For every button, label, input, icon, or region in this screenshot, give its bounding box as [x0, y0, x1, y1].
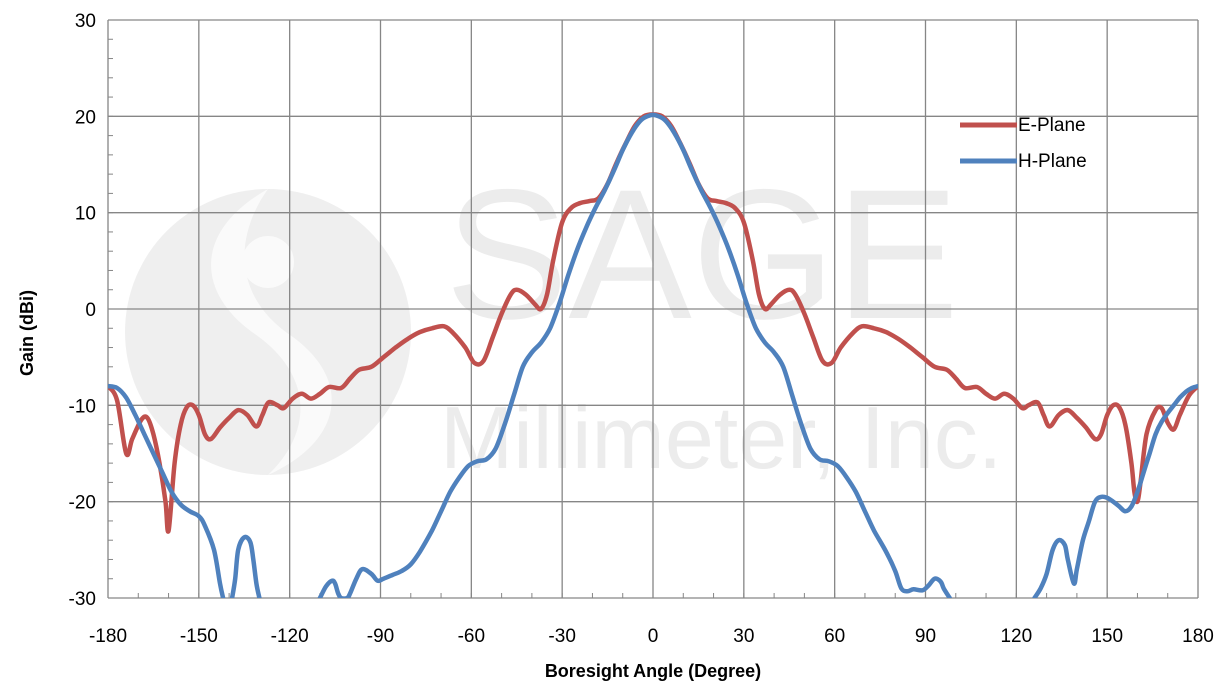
- y-tick-label: 30: [75, 11, 96, 32]
- y-tick-label: -20: [69, 493, 96, 514]
- x-tick-label: 150: [1091, 626, 1123, 647]
- x-tick-label: -90: [367, 626, 394, 647]
- y-tick-label: -30: [69, 589, 96, 610]
- legend-h-plane-label: H-Plane: [1018, 151, 1087, 172]
- legend-e-plane-label: E-Plane: [1018, 115, 1086, 136]
- y-tick-label: 20: [75, 107, 96, 128]
- x-tick-label: 60: [824, 626, 845, 647]
- x-tick-label: -30: [548, 626, 575, 647]
- tick-labels: -180 -150 -120 -90 -60 -30 0 30 60 90 120 150 180 -30…: [69, 11, 1214, 647]
- series-line-h-plane-seg-1: [229, 534, 262, 598]
- x-tick-label: 120: [1000, 626, 1032, 647]
- watermark-company: Millimeter, Inc.: [440, 388, 1002, 487]
- series-layer: [108, 112, 1198, 598]
- x-tick-label: -120: [271, 626, 309, 647]
- y-tick-label: 10: [75, 204, 96, 225]
- x-tick-label: 180: [1182, 626, 1214, 647]
- grid-lines: [107, 19, 1199, 599]
- x-tick-label: 30: [733, 626, 754, 647]
- sage-logo-mark: [125, 189, 411, 475]
- y-tick-label: -10: [69, 396, 96, 417]
- x-tick-label: 0: [648, 626, 659, 647]
- series-line-h-plane-seg-0: [108, 383, 226, 598]
- x-tick-label: -60: [458, 626, 485, 647]
- sage-millimeter-watermark: SAGE Millimeter, Inc.: [125, 152, 1002, 487]
- x-tick-label: 90: [915, 626, 936, 647]
- series-line-h-plane-seg-2: [317, 112, 952, 598]
- x-axis-title: Boresight Angle (Degree): [545, 661, 761, 681]
- watermark-brand: SAGE: [445, 152, 959, 358]
- series-line-h-plane-seg-3: [1032, 383, 1198, 598]
- y-axis-title: Gain (dBi): [17, 290, 37, 376]
- legend: E-Plane H-Plane: [960, 115, 1087, 172]
- y-tick-label: 0: [85, 300, 96, 321]
- x-tick-label: -150: [180, 626, 218, 647]
- x-tick-label: -180: [89, 626, 127, 647]
